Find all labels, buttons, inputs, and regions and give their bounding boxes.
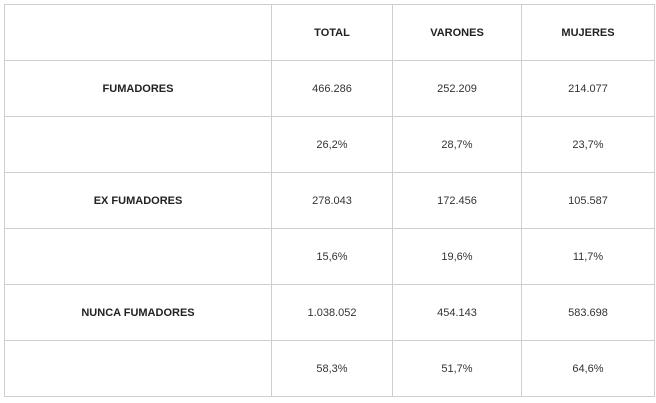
table-row: FUMADORES 466.286 252.209 214.077	[4, 60, 655, 117]
row-label: NUNCA FUMADORES	[4, 284, 272, 341]
table-cell: 583.698	[521, 284, 655, 341]
table-cell: 1.038.052	[271, 284, 393, 341]
column-header: MUJERES	[521, 4, 655, 61]
row-label	[4, 340, 272, 397]
table-cell: 214.077	[521, 60, 655, 117]
row-label	[4, 116, 272, 173]
table-row: 58,3% 51,7% 64,6%	[4, 340, 655, 397]
table-cell: 19,6%	[392, 228, 522, 285]
table-cell: 51,7%	[392, 340, 522, 397]
row-label: EX FUMADORES	[4, 172, 272, 229]
table-cell: 11,7%	[521, 228, 655, 285]
table-cell: 26,2%	[271, 116, 393, 173]
table-body: TOTAL VARONES MUJERES FUMADORES 466.286 252.2…	[4, 4, 655, 397]
corner-cell	[4, 4, 272, 61]
header-row: TOTAL VARONES MUJERES	[4, 4, 655, 61]
table-row: 15,6% 19,6% 11,7%	[4, 228, 655, 285]
column-header: VARONES	[392, 4, 522, 61]
table-row: EX FUMADORES 278.043 172.456 105.587	[4, 172, 655, 229]
column-header: TOTAL	[271, 4, 393, 61]
table-cell: 466.286	[271, 60, 393, 117]
table-row: 26,2% 28,7% 23,7%	[4, 116, 655, 173]
table-cell: 172.456	[392, 172, 522, 229]
table-cell: 64,6%	[521, 340, 655, 397]
table-cell: 278.043	[271, 172, 393, 229]
table-cell: 252.209	[392, 60, 522, 117]
table-row: NUNCA FUMADORES 1.038.052 454.143 583.698	[4, 284, 655, 341]
row-label: FUMADORES	[4, 60, 272, 117]
table-cell: 28,7%	[392, 116, 522, 173]
data-table: TOTAL VARONES MUJERES FUMADORES 466.286 252.2…	[4, 4, 655, 397]
table-cell: 454.143	[392, 284, 522, 341]
table-cell: 58,3%	[271, 340, 393, 397]
table-cell: 15,6%	[271, 228, 393, 285]
table-cell: 105.587	[521, 172, 655, 229]
table-cell: 23,7%	[521, 116, 655, 173]
row-label	[4, 228, 272, 285]
